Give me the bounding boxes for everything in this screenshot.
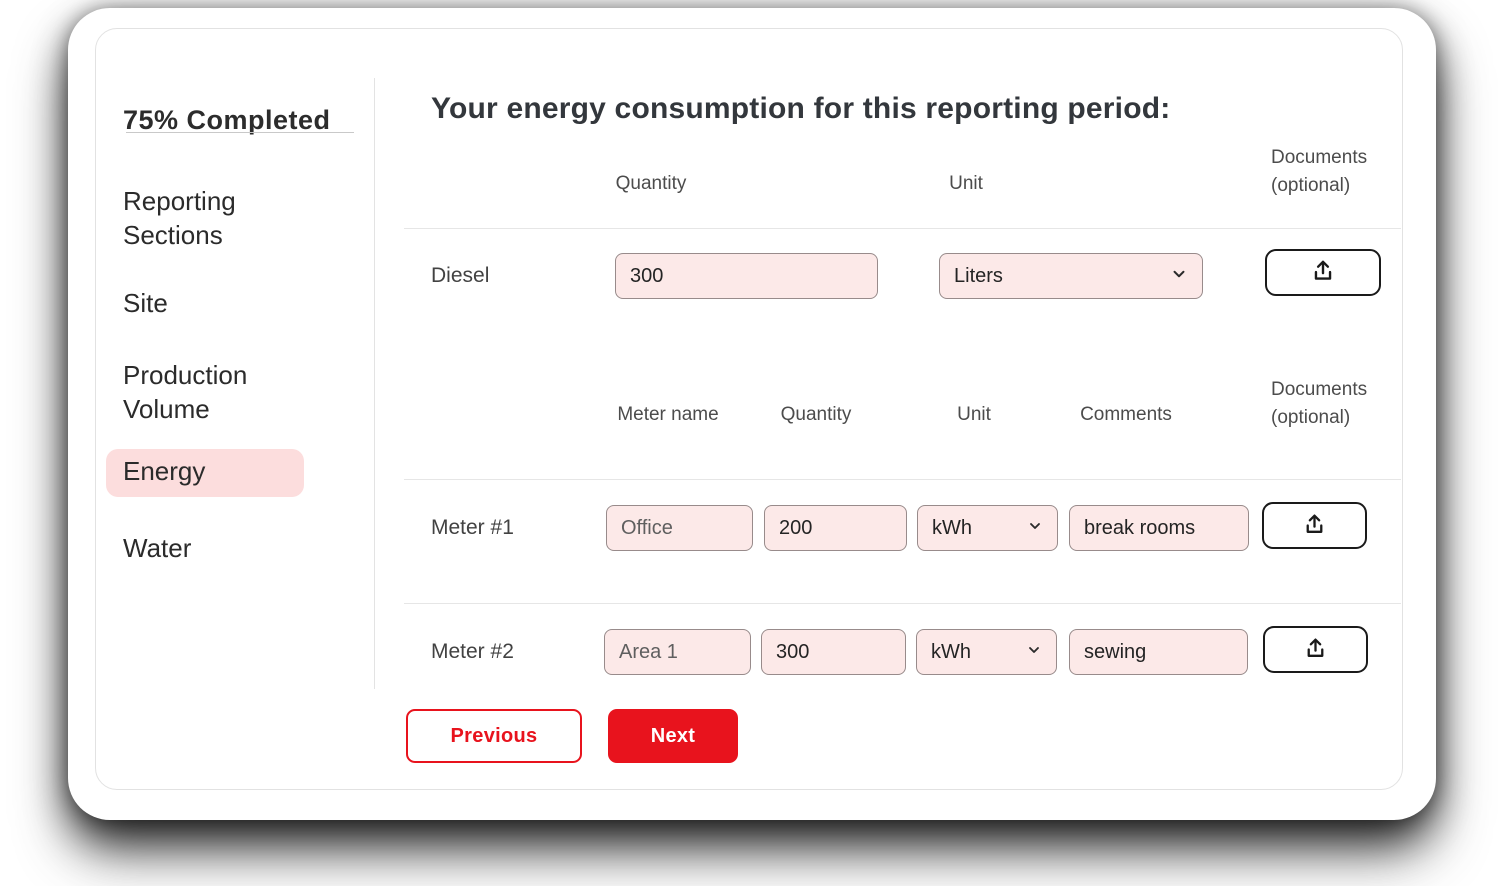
meter-documents-header-line2: (optional): [1271, 407, 1351, 428]
meter-quantity-header: Quantity: [780, 404, 852, 425]
sidebar-item-reporting-sections[interactable]: Reporting Sections: [123, 186, 236, 250]
fuel-documents-header-line2: (optional): [1271, 175, 1351, 196]
fuel-quantity-header: Quantity: [615, 173, 687, 194]
meter-1-row-label: Meter #1: [431, 516, 514, 539]
fuel-unit-header: Unit: [949, 173, 983, 194]
page-title: Your energy consumption for this reporti…: [431, 92, 1171, 125]
meter-unit-header: Unit: [957, 404, 991, 425]
form-panel: 75% Completed Reporting Sections Site Pr…: [95, 28, 1403, 790]
meter-2-unit-value: kWh: [931, 640, 971, 663]
chevron-down-icon: [1027, 518, 1043, 539]
sidebar-item-energy[interactable]: Energy: [123, 456, 206, 486]
meter-1-unit-value: kWh: [932, 516, 972, 539]
fuel-documents-header-line1: Documents: [1271, 147, 1368, 168]
meter-1-comments-input[interactable]: [1069, 505, 1249, 551]
meter-1-upload-button[interactable]: [1262, 502, 1367, 549]
diesel-upload-button[interactable]: [1265, 249, 1381, 296]
sidebar-active-highlight: [106, 449, 304, 497]
meter-documents-header-line1: Documents: [1271, 379, 1368, 400]
row-divider: [404, 603, 1401, 604]
row-divider: [404, 479, 1401, 480]
upload-icon: [1303, 636, 1328, 664]
diesel-unit-value: Liters: [954, 264, 1003, 287]
upload-icon: [1302, 512, 1327, 540]
meter-1-quantity-input[interactable]: [764, 505, 907, 551]
chevron-down-icon: [1026, 642, 1042, 663]
sidebar-divider: [126, 132, 354, 133]
meter-2-comments-input[interactable]: [1069, 629, 1248, 675]
upload-icon: [1310, 258, 1336, 287]
progress-label: 75% Completed: [123, 105, 331, 135]
next-button[interactable]: Next: [608, 709, 738, 763]
meter-2-upload-button[interactable]: [1263, 626, 1368, 673]
meter-2-row-label: Meter #2: [431, 640, 514, 663]
meter-2-unit-select[interactable]: kWh: [916, 629, 1057, 675]
meter-1-name-input[interactable]: [606, 505, 753, 551]
previous-button[interactable]: Previous: [406, 709, 582, 763]
meter-2-name-input[interactable]: [604, 629, 751, 675]
diesel-unit-select[interactable]: Liters: [939, 253, 1203, 299]
diesel-quantity-input[interactable]: [615, 253, 878, 299]
sidebar-content-divider: [374, 78, 375, 689]
diesel-row-label: Diesel: [431, 264, 490, 287]
sidebar-item-production-volume[interactable]: Production Volume: [123, 360, 248, 424]
meter-name-header: Meter name: [617, 404, 719, 425]
row-divider: [404, 228, 1401, 229]
meter-documents-header: Documents (optional): [1271, 376, 1367, 432]
meter-1-unit-select[interactable]: kWh: [917, 505, 1058, 551]
sidebar-item-site[interactable]: Site: [123, 288, 168, 318]
fuel-documents-header: Documents (optional): [1271, 144, 1367, 200]
meter-2-quantity-input[interactable]: [761, 629, 906, 675]
meter-comments-header: Comments: [1080, 404, 1172, 425]
sidebar-item-water[interactable]: Water: [123, 533, 192, 563]
chevron-down-icon: [1170, 265, 1188, 288]
form-card: 75% Completed Reporting Sections Site Pr…: [68, 8, 1436, 820]
